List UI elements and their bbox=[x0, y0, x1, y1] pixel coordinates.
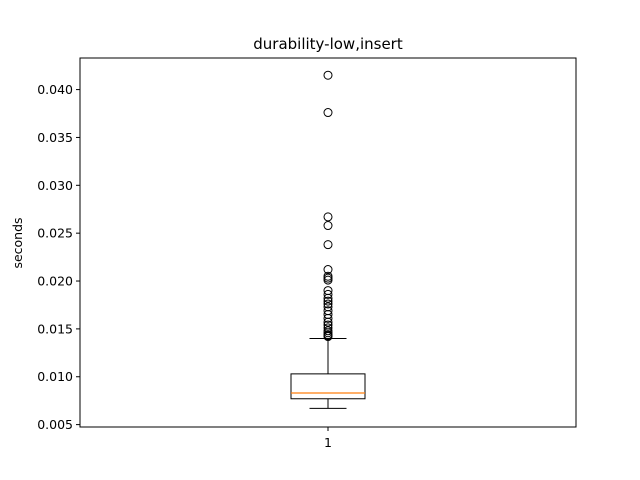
outlier-point bbox=[323, 271, 333, 281]
outlier-point bbox=[323, 70, 333, 80]
iqr-box bbox=[290, 373, 366, 400]
outlier-point bbox=[323, 306, 333, 316]
outlier-point bbox=[323, 323, 333, 333]
y-tick-label: 0.035 bbox=[37, 130, 73, 145]
outlier-point bbox=[323, 299, 333, 309]
outlier-point bbox=[323, 265, 333, 275]
y-tick-label: 0.005 bbox=[37, 417, 73, 432]
y-tick-label: 0.010 bbox=[37, 369, 73, 384]
y-tick-label: 0.015 bbox=[37, 321, 73, 336]
y-tick-label: 0.040 bbox=[37, 82, 73, 97]
outlier-point bbox=[323, 326, 333, 336]
chart-title: durability-low,insert bbox=[253, 35, 403, 53]
outlier-point bbox=[323, 302, 333, 312]
outlier-point bbox=[323, 108, 333, 118]
outlier-point bbox=[323, 212, 333, 222]
x-tick-label: 1 bbox=[324, 435, 332, 450]
y-tick-label: 0.020 bbox=[37, 274, 73, 289]
outlier-point bbox=[323, 296, 333, 306]
plot-area: 0.005 0.010 0.015 0.020 0.025 0.030 0.035 0.040… bbox=[37, 57, 577, 450]
y-axis-label: seconds bbox=[10, 217, 25, 268]
outlier-point bbox=[323, 221, 333, 231]
y-tick-label: 0.030 bbox=[37, 178, 73, 193]
outlier-point bbox=[323, 289, 333, 299]
outlier-point bbox=[323, 320, 333, 330]
y-tick-label: 0.025 bbox=[37, 226, 73, 241]
outlier-point bbox=[323, 286, 333, 296]
outlier-point bbox=[323, 240, 333, 250]
outlier-point bbox=[323, 273, 333, 283]
